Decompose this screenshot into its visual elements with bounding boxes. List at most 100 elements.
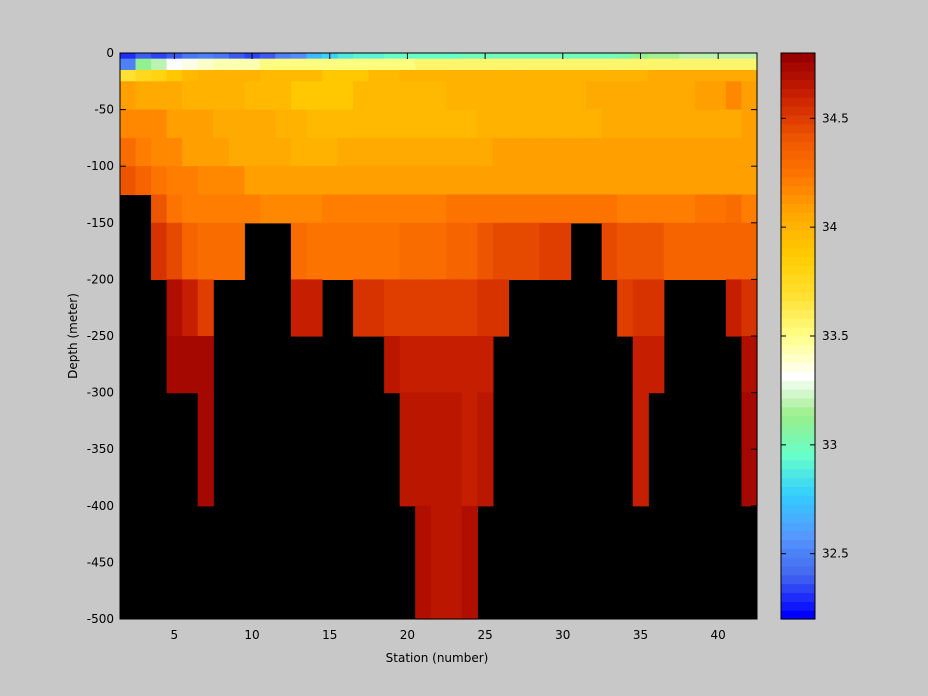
heatmap-cell [430,392,447,507]
heatmap-cell [508,109,525,139]
heatmap-cell [555,222,572,280]
heatmap-cell [617,53,634,60]
heatmap-cell [570,194,587,224]
colorbar-swatch [781,256,815,266]
heatmap-cell [321,69,339,82]
heatmap-cell [508,166,525,196]
heatmap-cell [399,69,416,82]
heatmap-cell [617,109,634,139]
heatmap-cell [492,58,510,71]
heatmap-cell [430,336,447,394]
heatmap-cell [508,53,525,60]
heatmap-cell [259,58,276,71]
heatmap-cell [415,58,432,71]
heatmap-cell [306,166,323,196]
x-tick-label: 40 [711,628,726,642]
heatmap-cell [508,69,525,82]
heatmap-cell [228,194,245,224]
heatmap-cell [523,58,541,71]
colorbar-swatch [781,380,815,390]
heatmap-cell [120,137,137,167]
colorbar-swatch [781,336,815,346]
heatmap-cell [290,194,308,224]
heatmap-cell [725,194,743,224]
heatmap-cell [244,194,261,224]
heatmap-cell [197,194,214,224]
heatmap-cell [617,222,634,280]
x-axis: 5 10 15 20 25 30 35 40 [171,53,726,642]
heatmap-cell [151,137,168,167]
heatmap-cell [197,166,214,196]
heatmap-cell [259,53,276,60]
heatmap-cell [555,81,572,111]
heatmap-cell [539,69,556,82]
heatmap-cell [632,166,649,196]
heatmap-cell [228,53,245,60]
heatmap-cell [368,222,385,280]
heatmap-cell [446,279,463,337]
heatmap-cell [213,222,230,280]
heatmap-cell [415,166,432,196]
heatmap-cell [275,53,292,60]
heatmap-cell [741,137,758,167]
colorbar-swatch [781,592,815,602]
heatmap-cell [290,69,308,82]
y-axis-title: Depth (meter) [66,293,80,379]
heatmap-cell [492,81,510,111]
heatmap-cell [120,58,137,71]
heatmap-cell [182,166,199,196]
heatmap-cell [197,392,214,507]
heatmap-cell [663,69,680,82]
heatmap-cell [446,58,463,71]
heatmap-cell [741,69,758,82]
colorbar-swatch [781,477,815,487]
heatmap-cell [648,336,665,394]
heatmap-cell [321,166,339,196]
heatmap-cell [135,58,152,71]
heatmap-cell [477,137,494,167]
heatmap-cell [632,69,649,82]
heatmap-cell [586,58,603,71]
heatmap-cell [586,137,603,167]
x-tick-label: 35 [633,628,648,642]
heatmap-cells [120,53,758,620]
heatmap-cell [166,109,183,139]
heatmap-cell [275,81,292,111]
heatmap-cell [182,194,199,224]
heatmap-cell [353,166,370,196]
heatmap-cell [725,58,743,71]
heatmap-cell [415,222,432,280]
heatmap-cell [430,505,447,620]
heatmap-cell [461,137,478,167]
heatmap-cell [679,166,696,196]
x-tick-label: 15 [322,628,337,642]
heatmap-cell [617,58,634,71]
heatmap-cell [492,109,510,139]
heatmap-cell [741,53,758,60]
heatmap-cell [135,81,152,111]
heatmap-cell [182,137,199,167]
heatmap-cell [523,53,541,60]
heatmap-cell [182,81,199,111]
heatmap-cell [523,69,541,82]
heatmap-cell [648,279,665,337]
heatmap-cell [617,194,634,224]
heatmap-cell [151,166,168,196]
heatmap-cell [384,279,401,337]
colorbar-swatch [781,132,815,143]
heatmap-cell [259,194,276,224]
heatmap-cell [290,58,308,71]
colorbar-swatch [781,362,815,372]
heatmap-cell [275,58,292,71]
heatmap-cell [679,109,696,139]
heatmap-cell [244,81,261,111]
colorbar-swatch [781,221,815,231]
heatmap-cell [166,58,183,71]
heatmap-cell [477,58,494,71]
heatmap-cell [601,81,618,111]
colorbar-swatch [781,442,815,452]
heatmap-cell [399,222,416,280]
colorbar-swatch [781,397,815,408]
heatmap-cell [710,194,727,224]
heatmap-cell [290,137,308,167]
